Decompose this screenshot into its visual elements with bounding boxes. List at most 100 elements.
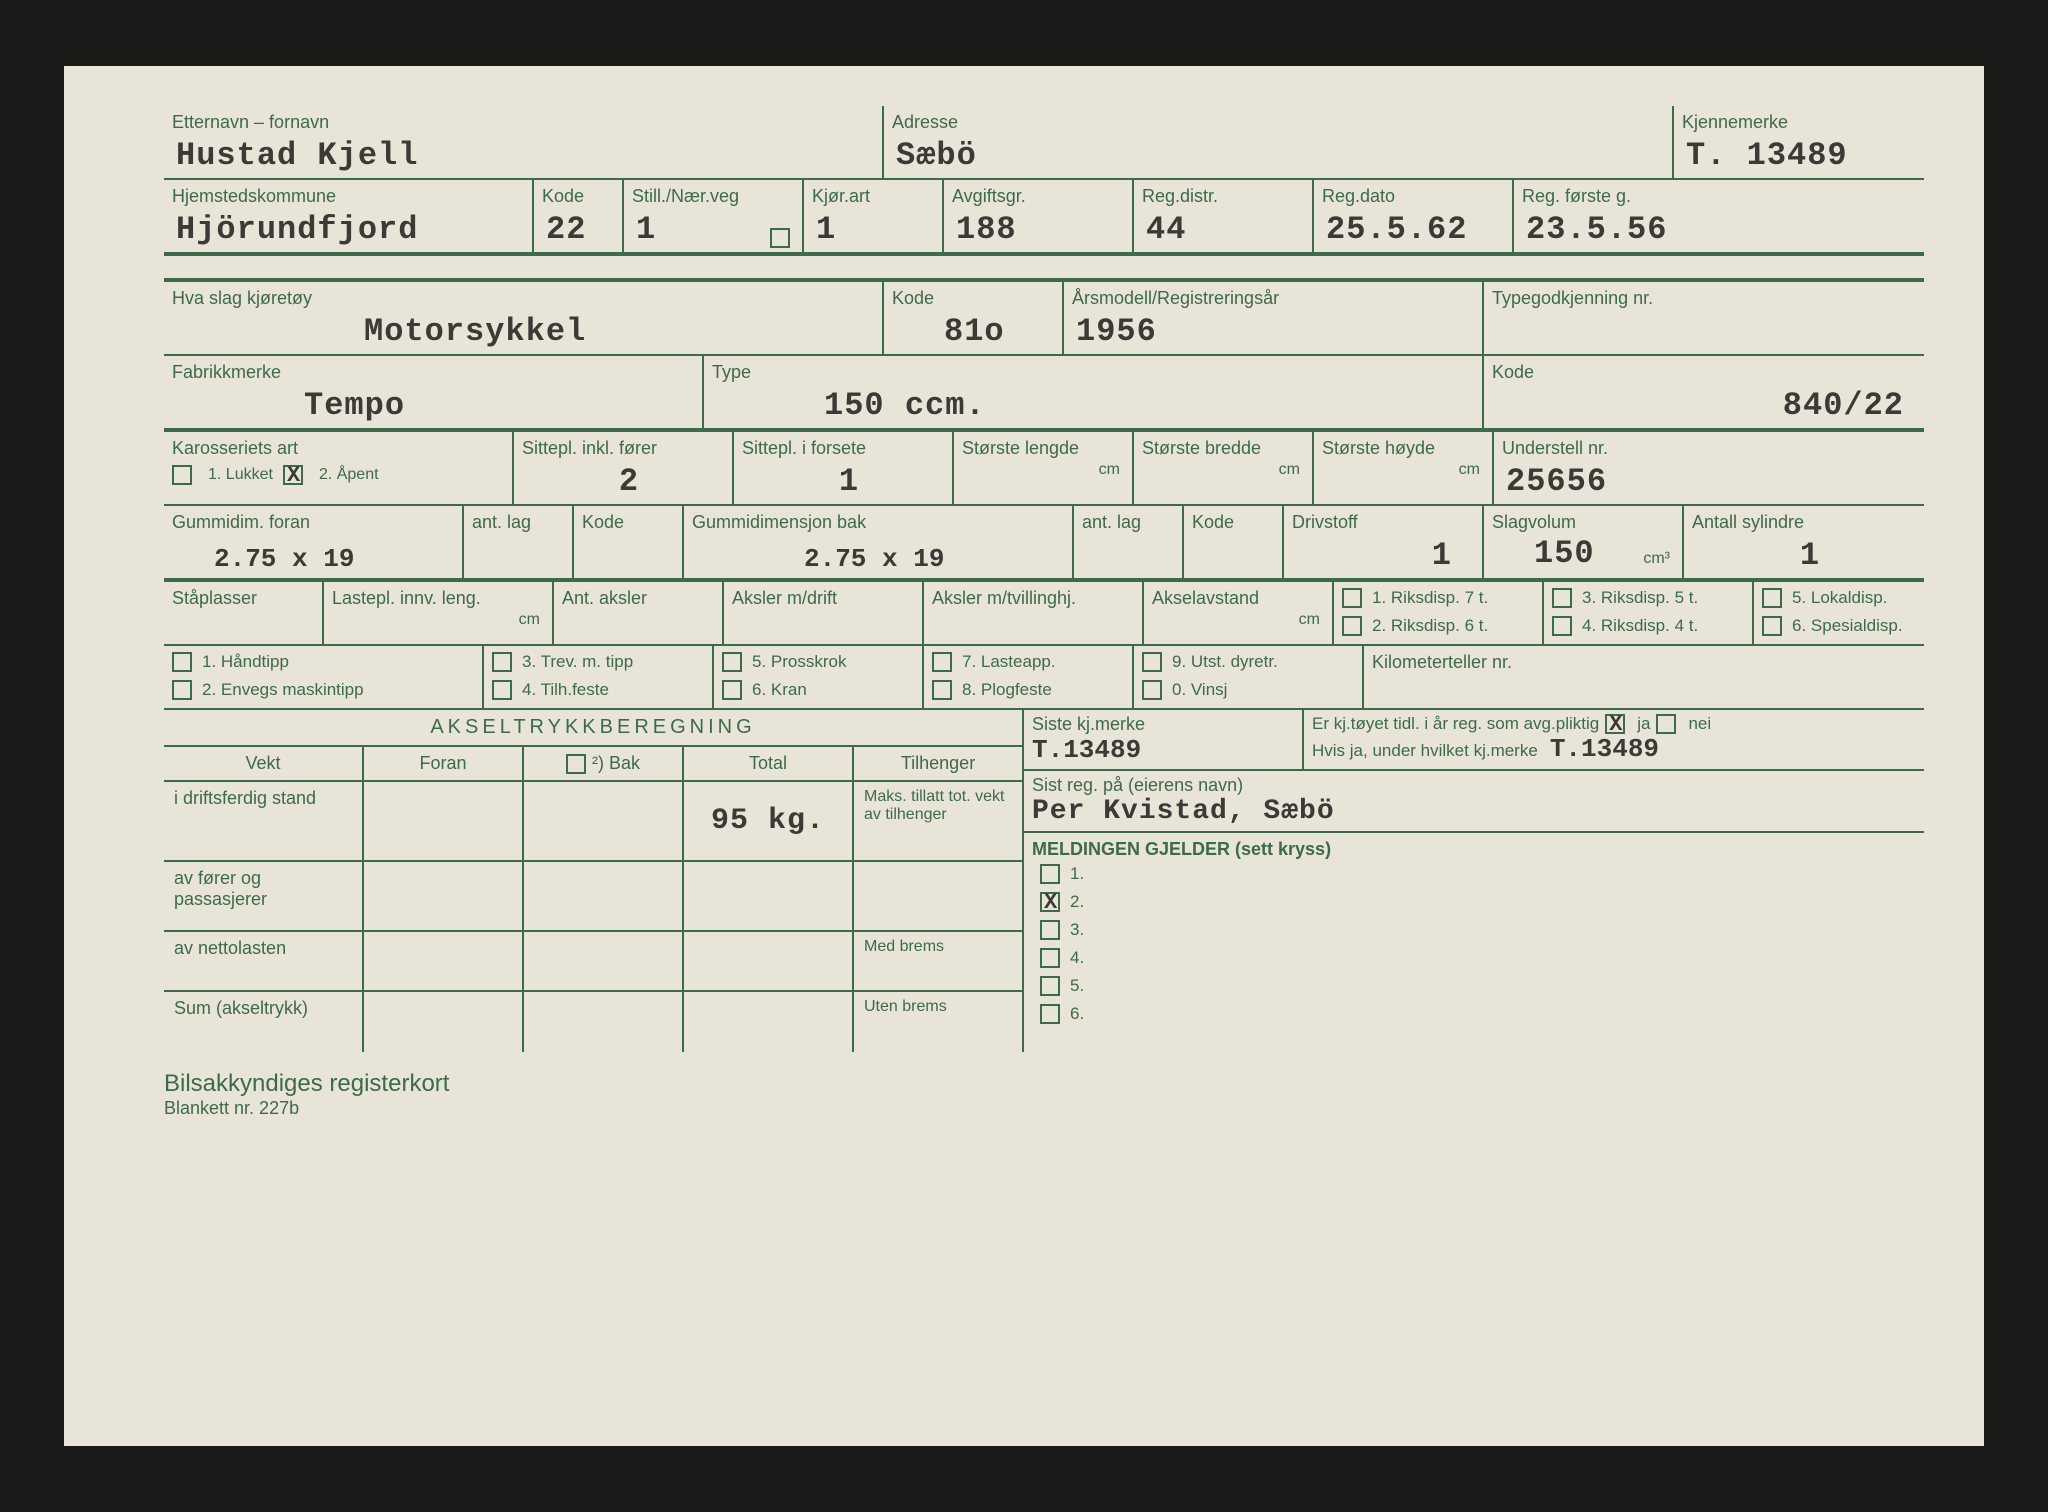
checkbox-m3 — [1040, 920, 1060, 940]
checkbox-handtipp — [172, 652, 192, 672]
val-sittepl: 2 — [514, 461, 732, 500]
checkbox-riksdisp7 — [1342, 588, 1362, 608]
checkbox-trev — [492, 652, 512, 672]
lbl-antlag2: ant. lag — [1074, 508, 1182, 535]
checkbox-lukket — [172, 465, 192, 485]
lbl-m1: 1. — [1070, 864, 1084, 884]
th-tilhenger: Tilhenger — [854, 747, 1022, 780]
val-still: 1 — [636, 211, 656, 248]
unit-cm2: cm — [1279, 461, 1306, 483]
lbl-fabrikk: Fabrikkmerke — [164, 358, 702, 385]
unit-cm7b: cm — [1299, 611, 1326, 633]
th-bak: ²) Bak — [592, 753, 640, 773]
lbl-m3: 3. — [1070, 920, 1084, 940]
val-typegodk — [1484, 311, 1924, 350]
lbl-adresse: Adresse — [884, 108, 1672, 135]
val-kode3: 81o — [884, 311, 1062, 350]
checkbox-apent — [283, 465, 303, 485]
val-hvis: T.13489 — [1550, 734, 1659, 764]
lbl-vinsj: 0. Vinsj — [1172, 680, 1227, 700]
lbl-sylindre: Antall sylindre — [1684, 508, 1924, 535]
lbl-lokaldisp: 5. Lokaldisp. — [1792, 588, 1887, 608]
lbl-type: Type — [704, 358, 1482, 385]
th-vekt: Vekt — [164, 747, 364, 780]
td-maks: Maks. tillatt tot. vekt av tilhenger — [854, 782, 1022, 860]
lbl-drivstoff: Drivstoff — [1284, 508, 1482, 535]
val-hva: Motorsykkel — [164, 311, 882, 350]
lbl-akslermt: Aksler m/tvillinghj. — [924, 584, 1142, 611]
lbl-hjemsted: Hjemstedskommune — [164, 182, 532, 209]
lbl-kjennemerke: Kjennemerke — [1674, 108, 1924, 135]
lbl-regdistr: Reg.distr. — [1134, 182, 1312, 209]
registration-card: Etternavn – fornavn Hustad Kjell Adresse… — [64, 66, 1984, 1446]
val-sylindre: 1 — [1684, 535, 1924, 574]
lbl-lastepl: Lastepl. innv. leng. — [324, 584, 552, 611]
lbl-m6: 6. — [1070, 1004, 1084, 1024]
lbl-avgift: Avgiftsgr. — [944, 182, 1132, 209]
val-adresse: Sæbö — [884, 135, 1672, 174]
lbl-bredde: Største bredde — [1134, 434, 1312, 461]
lbl-kmteller: Kilometerteller nr. — [1364, 648, 1924, 675]
lbl-kode2: Kode — [534, 182, 622, 209]
checkbox-utst — [1142, 652, 1162, 672]
footer-title: Bilsakkyndiges registerkort — [164, 1070, 1924, 1098]
td-forer: av fører og passasjerer — [164, 862, 364, 930]
checkbox-plogfeste — [932, 680, 952, 700]
td-medbrems: Med brems — [854, 932, 1022, 990]
footer-blankett: Blankett nr. 227b — [164, 1098, 1924, 1119]
lbl-lukket: 1. Lukket — [208, 466, 273, 484]
checkbox-m5 — [1040, 976, 1060, 996]
lbl-antlag1: ant. lag — [464, 508, 572, 535]
lbl-sitteplf: Sittepl. i forsete — [734, 434, 952, 461]
td-netto: av nettolasten — [164, 932, 364, 990]
lbl-kode4: Kode — [1484, 358, 1924, 385]
lbl-prosskrok: 5. Prosskrok — [752, 652, 846, 672]
unit-cm3v: cm³ — [1643, 550, 1676, 572]
val-aarsmodell: 1956 — [1064, 311, 1482, 350]
lbl-kode6b: Kode — [1184, 508, 1282, 535]
th-foran: Foran — [364, 747, 524, 780]
val-regdistr: 44 — [1134, 209, 1312, 248]
lbl-kode3: Kode — [884, 284, 1062, 311]
val-gummif: 2.75 x 19 — [164, 535, 462, 574]
lbl-slagvolum: Slagvolum — [1484, 508, 1682, 535]
unit-cm3: cm — [1459, 461, 1486, 483]
checkbox-m6 — [1040, 1004, 1060, 1024]
aksel-title: AKSELTRYKKBEREGNING — [164, 710, 1022, 745]
lbl-hva: Hva slag kjøretøy — [164, 284, 882, 311]
checkbox-kran — [722, 680, 742, 700]
lbl-envegs: 2. Envegs maskintipp — [202, 680, 364, 700]
lbl-antaksler: Ant. aksler — [554, 584, 722, 611]
lbl-kode6a: Kode — [574, 508, 682, 535]
checkbox-still — [770, 228, 790, 248]
lbl-riksdisp4: 4. Riksdisp. 4 t. — [1582, 616, 1698, 636]
checkbox-m4 — [1040, 948, 1060, 968]
lbl-m4: 4. — [1070, 948, 1084, 968]
checkbox-bak — [566, 754, 586, 774]
lbl-meldingen: MELDINGEN GJELDER (sett kryss) — [1032, 839, 1916, 860]
checkbox-ja — [1605, 714, 1625, 734]
val-gummib: 2.75 x 19 — [684, 535, 1072, 574]
lbl-gummib: Gummidimensjon bak — [684, 508, 1072, 535]
lbl-siste: Siste kj.merke — [1032, 714, 1294, 735]
lbl-handtipp: 1. Håndtipp — [202, 652, 289, 672]
checkbox-riksdisp4 — [1552, 616, 1572, 636]
lbl-m5: 5. — [1070, 976, 1084, 996]
td-drift-total: 95 kg. — [684, 782, 854, 860]
lbl-lengde: Største lengde — [954, 434, 1132, 461]
td-utenbrems: Uten brems — [854, 992, 1022, 1052]
lbl-sittepl: Sittepl. inkl. fører — [514, 434, 732, 461]
val-kode2: 22 — [534, 209, 622, 248]
val-sitteplf: 1 — [734, 461, 952, 500]
lbl-typegodk: Typegodkjenning nr. — [1484, 284, 1924, 311]
lbl-m2: 2. — [1070, 892, 1084, 912]
val-etternavn: Hustad Kjell — [164, 135, 882, 174]
val-hjemsted: Hjörundfjord — [164, 209, 532, 248]
unit-cm1: cm — [1099, 461, 1126, 483]
val-understell: 25656 — [1494, 461, 1924, 500]
val-kjennemerke: T. 13489 — [1674, 135, 1924, 174]
checkbox-lokaldisp — [1762, 588, 1782, 608]
lbl-apent: 2. Åpent — [319, 466, 379, 484]
td-drift: i driftsferdig stand — [164, 782, 364, 860]
val-siste: T.13489 — [1032, 735, 1294, 765]
